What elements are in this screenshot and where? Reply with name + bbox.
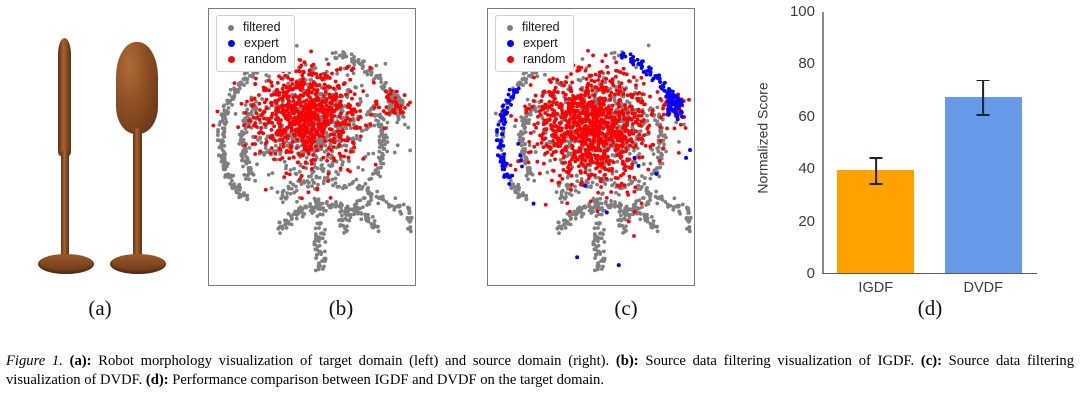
scatter-svg-c xyxy=(493,43,693,273)
legend-label-expert: expert xyxy=(523,36,558,51)
y-axis-line xyxy=(822,12,824,274)
legend-item-random: random xyxy=(222,52,286,67)
legend-label-random: random xyxy=(523,52,566,67)
robot-left-foot xyxy=(38,254,94,274)
robot-right-foot xyxy=(110,254,166,274)
legend-dot-random-icon xyxy=(507,56,514,63)
error-cap-igdf-lower xyxy=(869,183,883,185)
caption-part-label: (d): xyxy=(145,372,169,389)
subplot-letter-c: (c) xyxy=(614,296,638,320)
subplot-letter-b: (b) xyxy=(328,296,354,320)
panel-c-tsne-dvdf: filtered expert random xyxy=(487,8,695,286)
legend-item-random: random xyxy=(501,52,565,67)
caption-part-text: Robot morphology visualization of target… xyxy=(91,353,616,369)
legend-item-expert: expert xyxy=(222,36,286,51)
caption-part-label: (c): xyxy=(920,353,942,369)
y-axis-label: Normalized Score xyxy=(754,4,772,272)
subplot-letter-d: (d) xyxy=(917,296,943,320)
x-axis-line xyxy=(822,272,1037,274)
legend-dot-random-icon xyxy=(228,56,235,63)
legend-label-filtered: filtered xyxy=(243,20,281,35)
caption-figure-number: Figure 1. xyxy=(6,353,70,369)
error-cap-dvdf-lower xyxy=(976,113,990,116)
legend-label-random: random xyxy=(244,52,287,67)
legend-dot-filtered-icon xyxy=(228,24,234,31)
x-tick-label-dvdf: DVDF xyxy=(963,280,1003,296)
legend-label-filtered: filtered xyxy=(522,20,560,35)
robot-right-head xyxy=(116,42,158,134)
caption-part-text: Source data filtering visualization of D… xyxy=(6,353,1074,389)
panel-a-robot-morphology xyxy=(0,0,205,292)
caption-part-label: (b): xyxy=(615,353,639,369)
legend-dot-expert-icon xyxy=(228,40,235,47)
error-cap-igdf-upper xyxy=(869,156,883,159)
caption-part-label: (a): xyxy=(69,353,92,369)
robot-right-leg xyxy=(132,128,142,260)
subplot-letter-a: (a) xyxy=(88,296,112,320)
bar-plot-area: 0 20 40 60 80 100 IGDF DVDF xyxy=(790,4,1037,296)
error-bar-igdf xyxy=(874,158,877,185)
y-axis-label-text: Normalized Score xyxy=(755,82,772,194)
x-tick-label-igdf: IGDF xyxy=(858,280,894,296)
robot-left-upper-segment xyxy=(58,38,71,156)
error-bar-dvdf xyxy=(982,81,985,116)
bar-igdf xyxy=(837,170,915,273)
panel-b-tsne-igdf: filtered expert random xyxy=(208,8,416,286)
figure-caption: Figure 1. (a): Robot morphology visualiz… xyxy=(6,352,1074,391)
robot-left-lower-segment xyxy=(60,150,69,260)
bar-dvdf xyxy=(944,96,1022,273)
scatter-canvas-c xyxy=(488,9,694,285)
caption-part-text: Source data filtering visualization of I… xyxy=(638,353,921,369)
legend-dot-expert-icon xyxy=(507,40,514,47)
legend-label-expert: expert xyxy=(244,36,279,51)
error-cap-dvdf-upper xyxy=(976,79,990,82)
legend-item-expert: expert xyxy=(501,36,565,51)
legend-c: filtered expert random xyxy=(495,15,575,72)
legend-item-filtered: filtered xyxy=(501,20,565,35)
legend-item-filtered: filtered xyxy=(222,20,286,35)
legend-b: filtered expert random xyxy=(216,15,296,72)
caption-part-text: Performance comparison between IGDF and … xyxy=(168,372,604,389)
panel-d-bar-chart: Normalized Score 0 20 40 60 80 100 IGDF DVDF xyxy=(755,4,1060,296)
legend-dot-filtered-icon xyxy=(507,24,513,31)
